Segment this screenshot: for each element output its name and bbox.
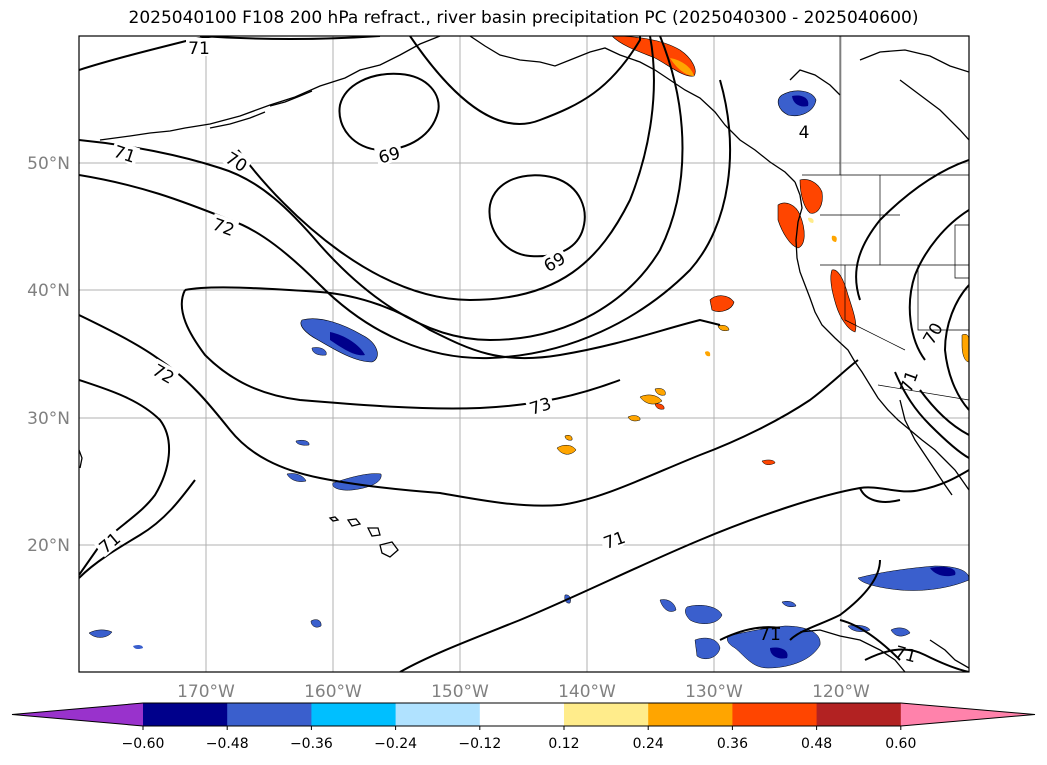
precip-patch (709, 295, 735, 312)
precip-patch (781, 600, 797, 608)
colorbar-extend-max (900, 703, 1035, 726)
precip-patch (88, 629, 113, 638)
colorbar-segment (227, 703, 312, 726)
refractivity-contours (79, 36, 969, 672)
lon-axis: 170°W 160°W 150°W 140°W 130°W 120°W (177, 682, 870, 702)
precip-patch (792, 95, 809, 107)
lon-tick-label: 150°W (431, 682, 489, 702)
lat-tick-label: 40°N (27, 281, 70, 301)
colorbar-tick-label: 0.24 (633, 736, 664, 752)
precip-patch (930, 566, 956, 577)
map-frame (78, 35, 970, 673)
colorbar-segment (564, 703, 649, 726)
precip-patch (808, 217, 814, 223)
colorbar-segment (395, 703, 481, 726)
precip-patch (295, 439, 310, 446)
colorbar: −0.60 −0.48 −0.36 −0.24 −0.12 0.12 0.24 0.36 0.4… (11, 702, 1036, 752)
precip-patch (310, 619, 322, 628)
precip-patch (564, 434, 573, 441)
colorbar-tick-label: −0.48 (206, 736, 249, 752)
colorbar-tick-label: −0.24 (374, 736, 417, 752)
colorbar-tick-label: −0.12 (458, 736, 501, 752)
lat-axis: 50°N 40°N 30°N 20°N (27, 154, 70, 556)
colorbar-segment (648, 703, 733, 726)
precip-patch (286, 473, 307, 482)
contour-label: 4 (799, 123, 810, 143)
precip-patch (727, 625, 821, 669)
lat-tick-label: 20°N (27, 536, 70, 556)
precip-patch (133, 644, 143, 650)
colorbar-segment (816, 703, 902, 726)
precip-patch (770, 647, 788, 659)
precip-patch (961, 333, 969, 363)
precip-patch (705, 351, 711, 357)
colorbar-segment (311, 703, 397, 726)
political-borders (802, 36, 969, 401)
colorbar-tick-label: 0.48 (801, 736, 832, 752)
lon-tick-label: 170°W (177, 682, 235, 702)
lat-tick-label: 50°N (27, 154, 70, 174)
precip-patch (830, 269, 857, 333)
colorbar-tick-label: 0.12 (548, 736, 579, 752)
coastlines (79, 36, 969, 672)
precip-patch (761, 459, 776, 465)
colorbar-segment (143, 703, 228, 726)
precip-patch (556, 445, 577, 455)
precip-patch (694, 637, 721, 659)
colorbar-tick-label: −0.36 (290, 736, 333, 752)
colorbar-extend-min (12, 703, 143, 726)
precip-patch (777, 202, 805, 249)
lat-tick-label: 30°N (27, 409, 70, 429)
colorbar-tick-label: 0.60 (885, 736, 916, 752)
precip-patch (330, 332, 365, 356)
lon-tick-label: 160°W (304, 682, 362, 702)
precip-patch (890, 627, 911, 637)
contour-label: 71 (759, 625, 781, 645)
graticule (79, 36, 969, 672)
precip-patch (799, 179, 823, 214)
lon-tick-label: 120°W (812, 682, 870, 702)
precip-patch (831, 235, 837, 242)
lon-tick-label: 130°W (685, 682, 743, 702)
colorbar-segment (479, 703, 565, 726)
precip-patch (654, 403, 665, 410)
precip-patch (639, 394, 663, 405)
colorbar-segment (732, 703, 818, 726)
precip-patch (659, 599, 677, 612)
precip-patch (717, 324, 730, 332)
precip-patch (685, 605, 723, 624)
colorbar-tick-label: 0.36 (717, 736, 748, 752)
contour-label: 71 (188, 39, 210, 59)
precip-patch (654, 388, 666, 396)
precip-patch (311, 347, 327, 356)
precip-patch (627, 415, 641, 422)
plot-title: 2025040100 F108 200 hPa refract., river … (128, 8, 919, 28)
colorbar-tick-label: −0.60 (122, 736, 165, 752)
precip-patch (670, 58, 694, 76)
lon-tick-label: 140°W (558, 682, 616, 702)
